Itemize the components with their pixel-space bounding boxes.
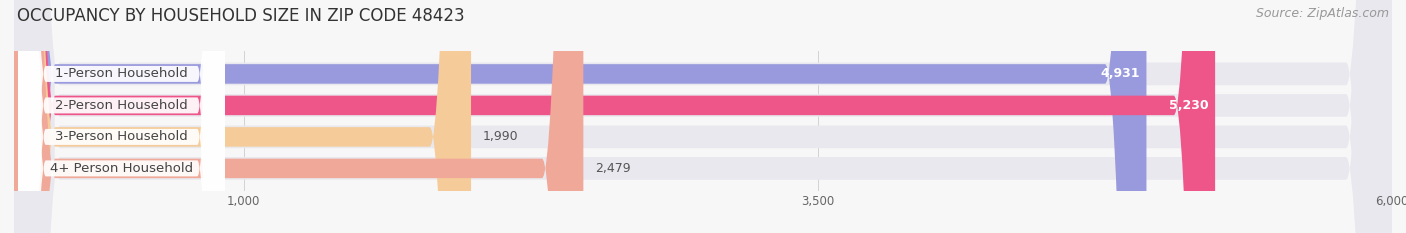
FancyBboxPatch shape xyxy=(14,0,1215,233)
FancyBboxPatch shape xyxy=(14,0,1392,233)
Text: 1,990: 1,990 xyxy=(482,130,519,143)
FancyBboxPatch shape xyxy=(18,0,225,233)
Text: Source: ZipAtlas.com: Source: ZipAtlas.com xyxy=(1256,7,1389,20)
Text: 3-Person Household: 3-Person Household xyxy=(55,130,188,143)
Text: 5,230: 5,230 xyxy=(1168,99,1208,112)
FancyBboxPatch shape xyxy=(14,0,1146,233)
FancyBboxPatch shape xyxy=(14,0,1392,233)
Text: 1-Person Household: 1-Person Household xyxy=(55,67,188,80)
FancyBboxPatch shape xyxy=(14,0,583,233)
Text: 4+ Person Household: 4+ Person Household xyxy=(51,162,193,175)
Text: 2,479: 2,479 xyxy=(595,162,630,175)
Text: 2-Person Household: 2-Person Household xyxy=(55,99,188,112)
FancyBboxPatch shape xyxy=(18,0,225,233)
Text: 4,931: 4,931 xyxy=(1099,67,1139,80)
Text: OCCUPANCY BY HOUSEHOLD SIZE IN ZIP CODE 48423: OCCUPANCY BY HOUSEHOLD SIZE IN ZIP CODE … xyxy=(17,7,464,25)
FancyBboxPatch shape xyxy=(18,0,225,233)
FancyBboxPatch shape xyxy=(14,0,1392,233)
FancyBboxPatch shape xyxy=(14,0,1392,233)
FancyBboxPatch shape xyxy=(18,0,225,233)
FancyBboxPatch shape xyxy=(14,0,471,233)
